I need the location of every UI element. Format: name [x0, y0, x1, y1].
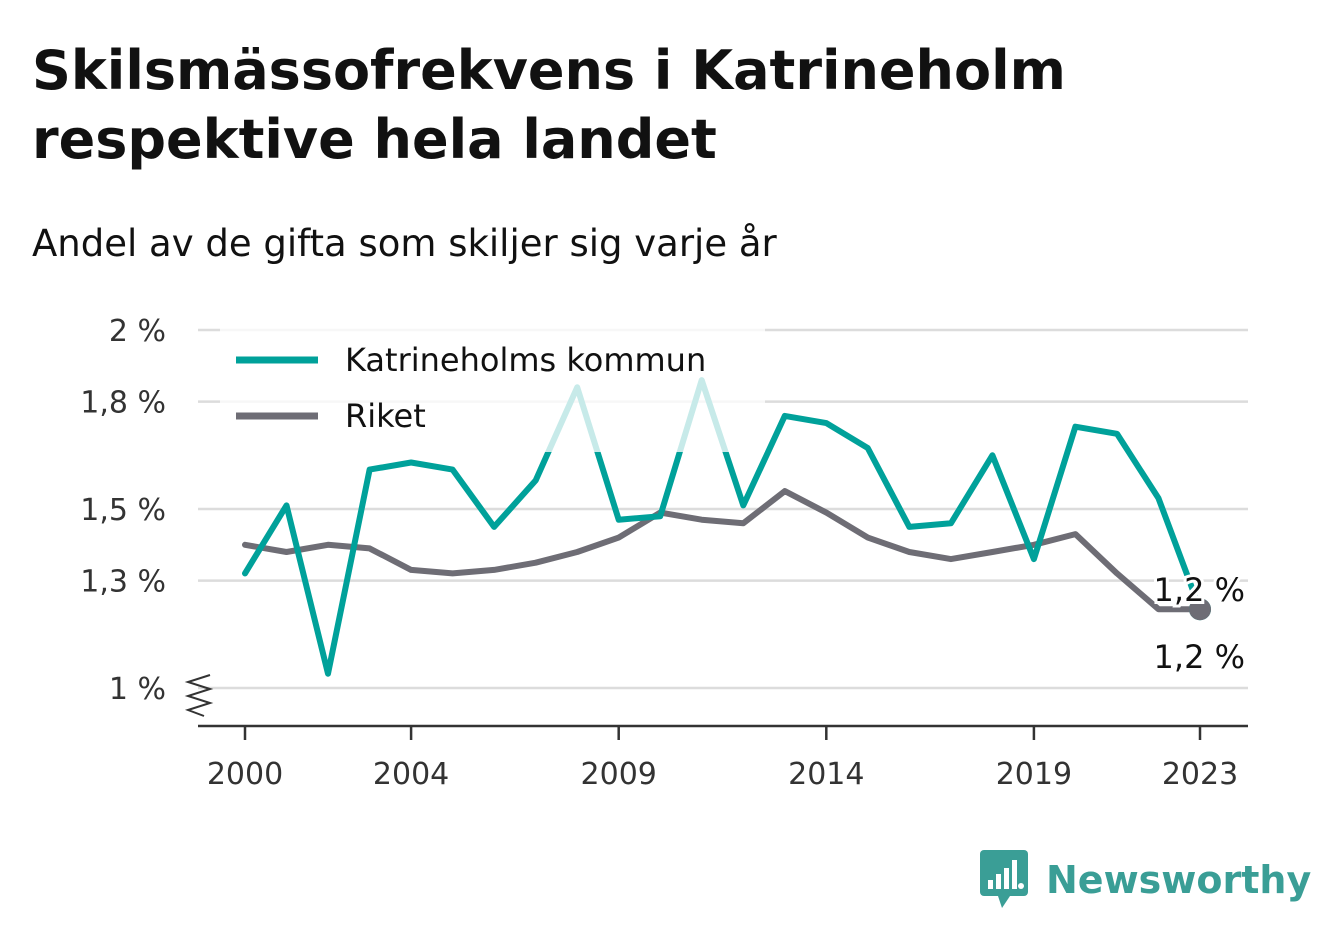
end-value-label: 1,2 % — [1154, 571, 1245, 609]
y-tick-label: 1 % — [109, 672, 166, 707]
x-tick-label: 2023 — [1162, 757, 1238, 792]
y-tick-label: 1,8 % — [80, 386, 166, 421]
brand-name: Newsworthy — [1046, 858, 1312, 902]
y-tick-label: 1,3 % — [80, 565, 166, 600]
newsworthy-logo: Newsworthy — [980, 850, 1311, 910]
x-tick-label: 2000 — [207, 757, 283, 792]
x-tick-label: 2014 — [788, 757, 864, 792]
legend: Katrineholms kommun Riket — [220, 327, 765, 452]
x-tick-label: 2004 — [373, 757, 449, 792]
chart-title: Skilsmässofrekvens i Katrineholm respekt… — [32, 39, 1066, 171]
end-point — [1189, 598, 1211, 621]
y-tick-label: 2 % — [109, 314, 166, 349]
axis-layer: 1 % 1,3 % 1,5 % 1,8 % 2 % 2000 2004 2009 2014 201… — [80, 314, 1248, 792]
chart-subtitle: Andel av de gifta som skiljer sig varje … — [32, 222, 777, 265]
y-tick-label: 1,5 % — [80, 493, 166, 528]
bar-chart-icon — [980, 850, 1028, 908]
x-tick-label: 2019 — [996, 757, 1072, 792]
axis-break-mark — [184, 674, 214, 717]
legend-label: Riket — [345, 397, 426, 435]
end-value-label: 1,2 % — [1154, 638, 1245, 676]
end-labels: 1,2 % 1,2 % — [1151, 568, 1248, 679]
x-tick-label: 2009 — [581, 757, 657, 792]
legend-background — [220, 327, 765, 452]
legend-label: Katrineholms kommun — [345, 341, 706, 379]
